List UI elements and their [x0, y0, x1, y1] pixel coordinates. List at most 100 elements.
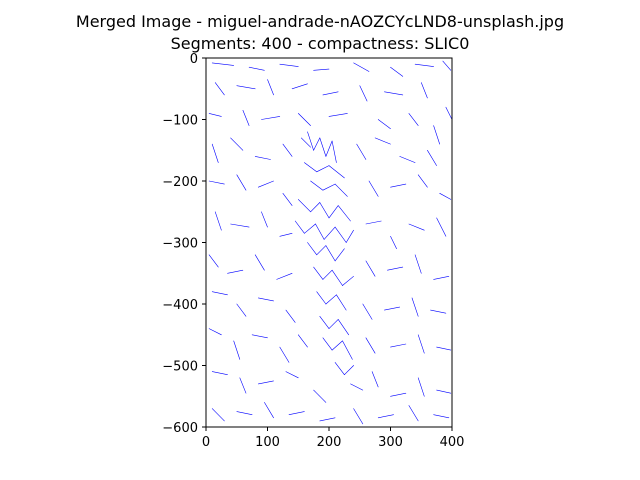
boundary-segment [316, 291, 327, 305]
boundary-segment [257, 380, 274, 385]
boundary-segment [350, 383, 364, 391]
boundary-segment [322, 337, 333, 351]
boundary-segment [408, 405, 419, 422]
boundary-segment [319, 417, 336, 422]
boundary-segment [345, 229, 354, 243]
boundary-segment [433, 125, 441, 145]
y-tick-label: −600 [162, 421, 198, 436]
boundary-segment [254, 254, 265, 271]
boundary-segment [261, 211, 268, 228]
boundary-segment [230, 137, 244, 151]
boundary-segment [334, 362, 345, 376]
boundary-segment [208, 180, 225, 185]
boundary-segment [328, 165, 345, 179]
boundary-segment [445, 106, 452, 120]
boundary-segment [436, 389, 452, 394]
boundary-segment [319, 315, 330, 329]
boundary-segment [214, 82, 225, 96]
boundary-segment [417, 334, 425, 354]
boundary-segment [319, 137, 327, 157]
boundary-segment [310, 180, 324, 191]
boundary-segment [331, 269, 343, 286]
boundary-segment [411, 297, 419, 317]
boundary-segment [316, 165, 330, 173]
boundary-segment [291, 83, 308, 90]
axes-frame [205, 57, 453, 428]
boundary-segment [342, 275, 354, 286]
boundary-segment [248, 66, 265, 71]
boundary-segment [211, 371, 228, 376]
boundary-segment [239, 377, 247, 394]
boundary-segment [342, 340, 353, 360]
boundary-segment [430, 309, 447, 314]
boundary-segment [211, 291, 228, 296]
boundary-segment [334, 183, 348, 197]
boundary-segment [436, 217, 447, 237]
boundary-segment [267, 79, 274, 96]
boundary-segment [208, 113, 222, 117]
boundary-segment [307, 242, 318, 256]
boundary-segment [257, 297, 274, 302]
boundary-segment [387, 266, 404, 271]
x-tick-label: 400 [440, 435, 465, 450]
boundary-segment [242, 110, 250, 126]
y-tick-label: 0 [190, 52, 198, 67]
y-tick-label: −300 [162, 237, 198, 252]
boundary-segment [257, 180, 274, 188]
boundary-segment [356, 143, 367, 160]
boundary-segment [384, 306, 401, 311]
boundary-segment [236, 303, 247, 317]
boundary-segment [285, 371, 299, 379]
boundary-segment [297, 199, 311, 213]
x-tick-label: 300 [378, 435, 403, 450]
boundary-segment [374, 137, 391, 145]
boundary-segment [414, 63, 434, 67]
boundary-segment [362, 303, 373, 320]
boundary-segment [427, 150, 437, 166]
boundary-segment [353, 408, 364, 425]
boundary-segment [328, 205, 339, 219]
y-tick-label: −400 [162, 298, 198, 313]
boundary-segment [316, 245, 327, 256]
boundary-segment [254, 156, 271, 160]
x-tick-label: 0 [202, 435, 210, 450]
boundary-segment [304, 223, 316, 234]
boundary-segment [236, 85, 256, 90]
boundary-segment [384, 91, 404, 96]
boundary-segment [322, 269, 333, 280]
boundary-segment [307, 131, 314, 151]
boundary-segment [279, 346, 290, 363]
boundary-segment [304, 162, 318, 173]
boundary-segment [334, 226, 347, 243]
boundary-segment [334, 248, 345, 262]
boundary-segment [390, 343, 407, 348]
boundary-segment [285, 309, 296, 323]
boundary-segment [236, 174, 247, 191]
boundary-segment [417, 377, 425, 397]
boundary-segment [251, 334, 268, 339]
boundary-segment [261, 116, 281, 120]
boundary-segment [208, 328, 222, 336]
boundary-segment [325, 140, 333, 157]
boundary-segment [365, 337, 376, 354]
chart-title-line2: Segments: 400 - compactness: SLIC0 [170, 34, 470, 53]
boundary-segment [390, 236, 397, 249]
boundary-segment [390, 66, 404, 77]
boundary-segment [337, 319, 350, 336]
boundary-segment [264, 402, 274, 419]
boundary-segment [211, 62, 234, 66]
boundary-segment [211, 143, 219, 163]
boundary-segment [208, 254, 219, 268]
boundary-segment [365, 260, 376, 277]
boundary-segment [390, 183, 407, 188]
boundary-segment [390, 392, 407, 397]
boundary-segment [359, 85, 368, 102]
boundary-segment [300, 137, 311, 148]
boundary-segment [442, 60, 452, 71]
boundary-segment [408, 223, 425, 231]
boundary-segment [227, 269, 244, 274]
boundary-segment [279, 63, 299, 67]
boundary-segment [233, 340, 241, 360]
boundary-segment [344, 365, 354, 376]
